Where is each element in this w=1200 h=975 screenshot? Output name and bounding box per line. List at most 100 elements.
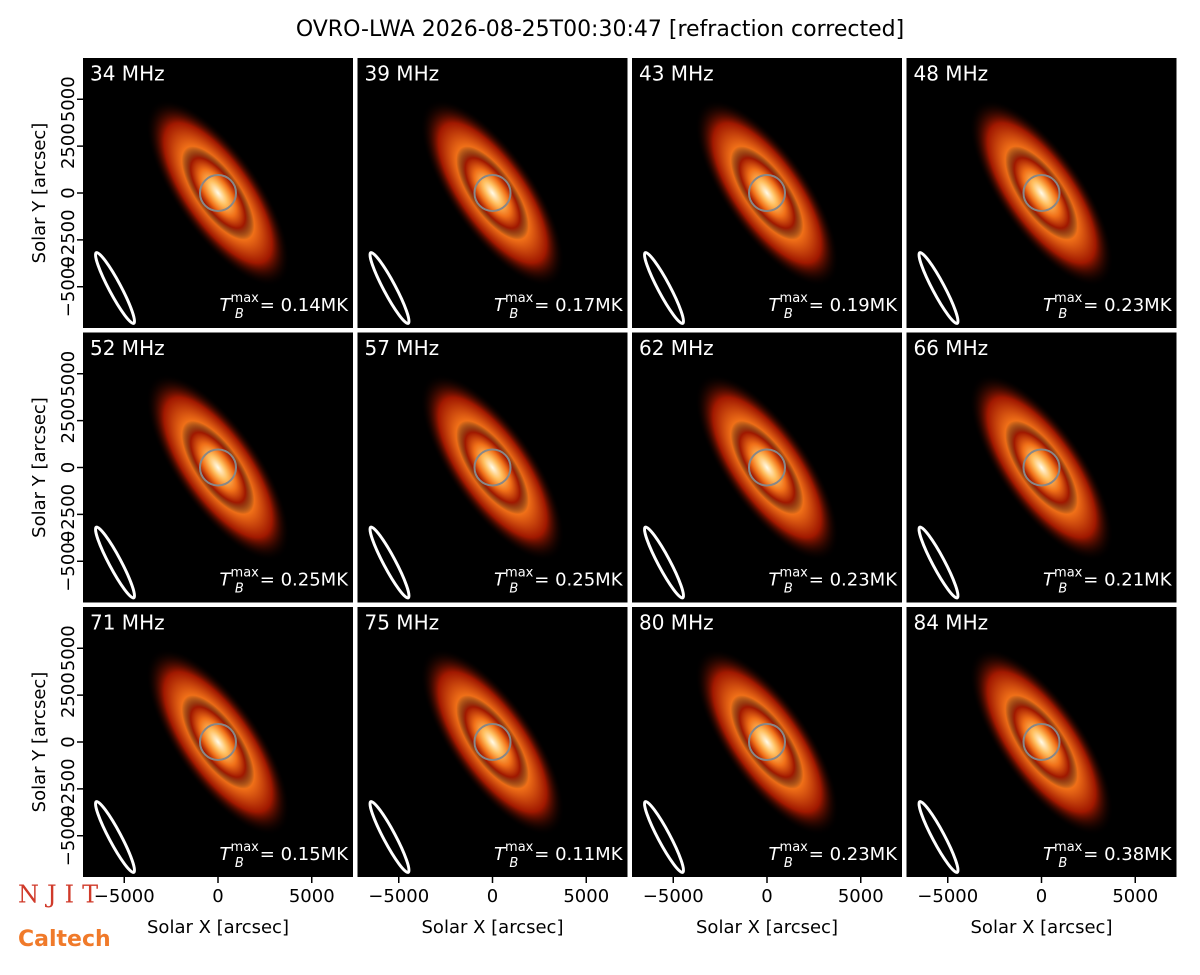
x-tick-label: −5000	[94, 886, 155, 907]
x-tick-label: 0	[487, 886, 498, 907]
x-axis-label: Solar X [arcsec]	[147, 917, 289, 938]
annotation-text: = 0.23MK	[809, 844, 898, 865]
annotation: Tmax B = 0.25MK	[220, 565, 350, 596]
panel-title: 84 MHz	[914, 611, 989, 635]
annotation-subscript: B	[235, 856, 244, 871]
solar-disk	[199, 174, 237, 212]
annotation-subscript: B	[235, 307, 244, 322]
panel-title: 57 MHz	[365, 336, 440, 360]
solar-disk	[199, 723, 237, 761]
emission-core	[1005, 146, 1078, 240]
annotation-symbol: T	[1043, 844, 1056, 865]
y-tick-label: −2500	[58, 758, 79, 819]
x-tick-label: −5000	[643, 886, 704, 907]
panel	[906, 332, 1177, 603]
solar-disk	[473, 448, 512, 487]
solar-disk	[1022, 723, 1061, 761]
y-axis-label: Solar Y [arcsec]	[29, 123, 50, 264]
annotation-symbol: T	[220, 570, 233, 591]
annotation: Tmax B = 0.15MK	[220, 840, 350, 871]
figure-title: OVRO-LWA 2026-08-25T00:30:47 [refraction…	[296, 17, 904, 42]
y-tick-label: 2500	[58, 672, 79, 718]
annotation-symbol: T	[1043, 295, 1056, 316]
beam	[917, 251, 960, 325]
panel	[632, 607, 902, 877]
annotation-superscript: max	[1054, 565, 1083, 580]
y-tick-label: −2500	[58, 209, 79, 270]
panel	[357, 332, 628, 603]
solar-disk	[1022, 174, 1061, 212]
annotation-subscript: B	[784, 581, 793, 596]
panel	[83, 607, 353, 877]
annotation-text: = 0.11MK	[534, 844, 623, 865]
annotation: Tmax B = 0.23MK	[769, 565, 899, 596]
annotation-superscript: max	[1054, 840, 1083, 855]
annotation-subscript: B	[1058, 307, 1067, 322]
annotation: Tmax B = 0.25MK	[494, 565, 624, 596]
annotation: Tmax B = 0.23MK	[1043, 291, 1173, 322]
annotation: Tmax B = 0.14MK	[220, 291, 350, 322]
beam	[917, 525, 960, 600]
annotation: Tmax B = 0.38MK	[1043, 840, 1173, 871]
panel-title: 43 MHz	[639, 62, 714, 86]
annotation-text: = 0.14MK	[260, 295, 349, 316]
panel-title: 52 MHz	[90, 336, 165, 360]
x-tick-label: 0	[212, 886, 223, 907]
annotation-text: = 0.19MK	[809, 295, 898, 316]
emission-core	[730, 420, 804, 515]
panel	[632, 58, 902, 328]
y-tick-label: −5000	[58, 256, 79, 317]
panel-title: 80 MHz	[639, 611, 714, 635]
annotation-symbol: T	[769, 295, 782, 316]
beam	[93, 251, 137, 325]
annotation-superscript: max	[1054, 291, 1083, 306]
x-tick-label: 5000	[1112, 886, 1158, 907]
panel-title: 39 MHz	[365, 62, 440, 86]
emission-core	[456, 420, 529, 515]
panel	[83, 332, 353, 603]
panel	[906, 58, 1177, 328]
annotation-superscript: max	[780, 565, 809, 580]
annotation-text: = 0.23MK	[809, 570, 898, 591]
emission-core	[1005, 420, 1078, 515]
annotation-subscript: B	[784, 307, 793, 322]
emission-core	[730, 695, 804, 789]
x-tick-label: 5000	[838, 886, 884, 907]
logo-caltech: Caltech	[18, 927, 111, 952]
x-axis-label: Solar X [arcsec]	[422, 917, 564, 938]
x-axis-label: Solar X [arcsec]	[971, 917, 1113, 938]
y-tick-label: 0	[58, 187, 79, 198]
annotation-text: = 0.17MK	[534, 295, 623, 316]
annotation-symbol: T	[769, 844, 782, 865]
emission-core	[1005, 695, 1078, 789]
panel-title: 48 MHz	[914, 62, 989, 86]
y-tick-label: 0	[58, 462, 79, 473]
emission-core	[456, 695, 529, 789]
panel	[906, 607, 1177, 877]
annotation-superscript: max	[231, 565, 260, 580]
annotation-superscript: max	[505, 291, 534, 306]
annotation-symbol: T	[769, 570, 782, 591]
solar-disk	[473, 174, 512, 212]
y-tick-label: −2500	[58, 484, 79, 545]
annotation: Tmax B = 0.23MK	[769, 840, 899, 871]
annotation-superscript: max	[780, 291, 809, 306]
annotation-symbol: T	[1043, 570, 1056, 591]
annotation: Tmax B = 0.17MK	[494, 291, 624, 322]
x-tick-label: 5000	[289, 886, 335, 907]
beam	[368, 251, 411, 325]
annotation-text: = 0.38MK	[1083, 844, 1172, 865]
beam	[368, 525, 411, 600]
beam	[368, 800, 411, 874]
y-axis-label: Solar Y [arcsec]	[29, 397, 50, 538]
annotation-symbol: T	[494, 570, 507, 591]
emission-core	[181, 420, 255, 515]
x-tick-label: 5000	[563, 886, 609, 907]
emission-core	[181, 695, 255, 789]
emission-core	[456, 146, 529, 240]
y-tick-label: −5000	[58, 805, 79, 866]
annotation: Tmax B = 0.19MK	[769, 291, 899, 322]
y-tick-label: 2500	[58, 123, 79, 169]
solar-disk	[199, 448, 237, 487]
